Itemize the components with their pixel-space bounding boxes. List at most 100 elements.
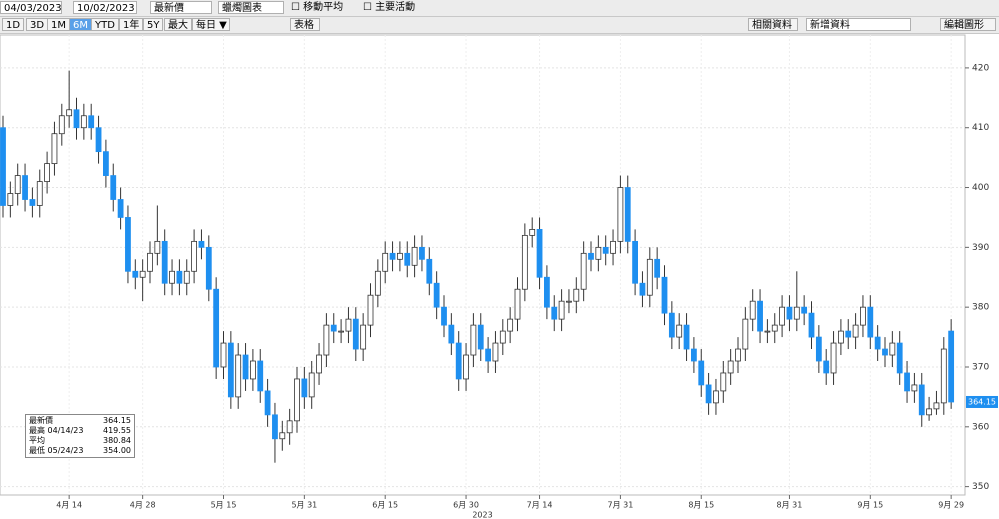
candle-body bbox=[161, 240, 168, 284]
candle-body bbox=[242, 354, 249, 380]
candle-body bbox=[808, 312, 815, 338]
candle-body bbox=[514, 288, 521, 320]
start-date[interactable]: 04/03/2023 bbox=[0, 1, 62, 14]
candle-body bbox=[566, 300, 572, 303]
candle-body bbox=[668, 312, 675, 338]
legend-row: 平均 380.84 bbox=[29, 436, 131, 446]
range-button[interactable]: YTD bbox=[91, 18, 119, 31]
candle-body bbox=[330, 324, 337, 332]
candle-body bbox=[294, 378, 300, 422]
candle-body bbox=[360, 324, 367, 350]
candle-body bbox=[793, 306, 800, 320]
chart-style[interactable]: 蠟燭圖表 bbox=[218, 1, 284, 14]
end-date[interactable]: 10/02/2023 bbox=[73, 1, 137, 14]
x-tick-label: 6月 30 bbox=[453, 501, 479, 510]
candle-body bbox=[147, 252, 153, 272]
range-button[interactable]: 6M bbox=[69, 18, 92, 31]
candle-body bbox=[448, 324, 455, 344]
candle-body bbox=[558, 300, 565, 320]
candle-body bbox=[338, 330, 345, 333]
candle-body bbox=[757, 300, 763, 332]
candle-body bbox=[779, 306, 785, 326]
legend-label: 最低 05/24/23 bbox=[29, 446, 84, 455]
candle-body bbox=[720, 372, 727, 392]
candle-body bbox=[301, 378, 308, 398]
candle-body bbox=[110, 175, 117, 200]
candle-body bbox=[411, 246, 418, 266]
candle-body bbox=[904, 372, 910, 392]
range-button[interactable]: 1D bbox=[2, 18, 25, 31]
x-tick-label: 8月 31 bbox=[777, 501, 803, 510]
candle-body bbox=[477, 324, 484, 350]
y-tick-label: 420 bbox=[972, 63, 989, 73]
candle-body bbox=[815, 336, 822, 362]
candle-body bbox=[139, 270, 146, 278]
candle-body bbox=[727, 360, 734, 374]
related-data[interactable]: 相關資料 bbox=[748, 18, 798, 31]
candle-body bbox=[882, 348, 888, 356]
candle-body bbox=[544, 276, 550, 308]
range-button[interactable]: 最大 bbox=[164, 18, 192, 31]
range-button[interactable]: 3D bbox=[26, 18, 49, 31]
candle-body bbox=[419, 246, 425, 260]
range-button[interactable]: 1M bbox=[47, 18, 70, 31]
add-data[interactable]: 新增資料 bbox=[806, 18, 911, 31]
x-tick-label: 4月 28 bbox=[130, 501, 156, 510]
legend-value: 380.84 bbox=[103, 436, 131, 445]
candle-body bbox=[867, 306, 874, 338]
candle-body bbox=[169, 270, 175, 284]
range-button[interactable]: 5Y bbox=[143, 18, 164, 31]
range-button[interactable]: 1年 bbox=[119, 18, 144, 31]
y-tick-label: 370 bbox=[972, 362, 989, 372]
price-field[interactable]: 最新價 bbox=[150, 1, 212, 14]
last-price-label: 364.15 bbox=[968, 397, 996, 406]
candle-body bbox=[742, 318, 749, 350]
frequency[interactable]: 每日 ▼ bbox=[192, 18, 230, 31]
candle-body bbox=[860, 306, 866, 326]
candle-body bbox=[529, 229, 536, 236]
candle-body bbox=[191, 240, 198, 272]
candle-body bbox=[838, 330, 844, 344]
candle-body bbox=[73, 109, 80, 129]
candle-body bbox=[470, 324, 477, 356]
x-tick-label: 9月 15 bbox=[857, 501, 883, 510]
candle-body bbox=[213, 288, 220, 368]
candle-body bbox=[441, 306, 447, 326]
table-button[interactable]: 表格 bbox=[290, 18, 320, 31]
candle-body bbox=[595, 246, 602, 260]
key-events[interactable]: ☐ 主要活動 bbox=[363, 2, 416, 13]
candle-body bbox=[676, 324, 683, 338]
candle-body bbox=[573, 288, 580, 302]
candle-body bbox=[286, 420, 293, 434]
candle-body bbox=[580, 252, 587, 290]
candle-body bbox=[463, 354, 469, 380]
candle-body bbox=[940, 348, 947, 404]
candle-body bbox=[632, 240, 638, 284]
candle-body bbox=[610, 240, 616, 254]
candle-body bbox=[22, 175, 28, 200]
candle-body bbox=[661, 276, 668, 314]
legend-value: 364.15 bbox=[103, 416, 131, 425]
candle-body bbox=[58, 115, 65, 135]
candle-body bbox=[455, 342, 462, 380]
candle-body bbox=[426, 258, 433, 284]
y-tick-label: 380 bbox=[972, 303, 989, 313]
candle-body bbox=[352, 318, 359, 350]
edit-chart[interactable]: 編輯圖形 bbox=[940, 18, 996, 31]
last-price-tag bbox=[966, 395, 998, 408]
candle-body bbox=[896, 342, 903, 374]
candle-body bbox=[205, 246, 212, 290]
candle-body bbox=[183, 270, 190, 284]
candle-body bbox=[683, 324, 690, 350]
candle-body bbox=[830, 342, 837, 374]
moving-average[interactable]: ☐ 移動平均 bbox=[291, 2, 344, 13]
candle-body bbox=[117, 199, 124, 218]
candle-body bbox=[735, 348, 741, 362]
candle-body bbox=[396, 252, 403, 260]
legend: 最新價 364.15 最高 04/14/23 419.55 平均 380.84 最低 05/… bbox=[25, 414, 135, 458]
candle-body bbox=[933, 402, 940, 410]
legend-row: 最高 04/14/23 419.55 bbox=[29, 426, 131, 436]
legend-value: 354.00 bbox=[103, 446, 131, 455]
candle-body bbox=[536, 229, 543, 278]
candle-body bbox=[367, 294, 374, 326]
